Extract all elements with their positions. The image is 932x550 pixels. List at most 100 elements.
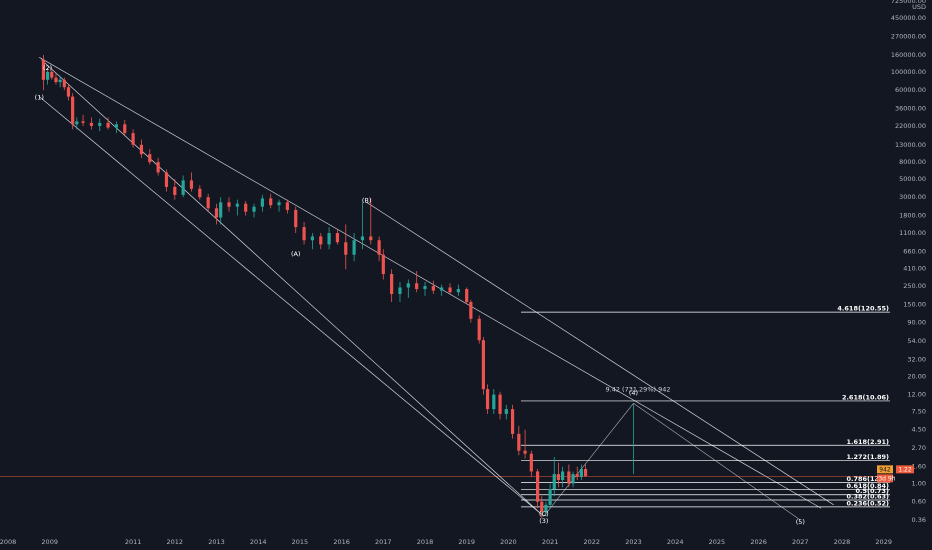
- candle-body[interactable]: [390, 274, 394, 295]
- y-tick-label: 22000.00: [895, 122, 926, 130]
- y-tick-label: 3000.00: [899, 193, 926, 201]
- candle-body[interactable]: [46, 71, 50, 80]
- candle-body[interactable]: [252, 206, 256, 212]
- candle-body[interactable]: [244, 203, 248, 212]
- candle-body[interactable]: [575, 474, 579, 477]
- candle-body[interactable]: [344, 242, 348, 255]
- candle-body[interactable]: [156, 162, 160, 173]
- candle-body[interactable]: [492, 394, 496, 410]
- candle-body[interactable]: [567, 471, 571, 484]
- candle-body[interactable]: [41, 59, 46, 80]
- x-tick-label: 2014: [250, 538, 267, 546]
- candle-body[interactable]: [219, 202, 223, 218]
- candle-body[interactable]: [415, 283, 419, 290]
- candle-body[interactable]: [406, 283, 410, 288]
- candle-body[interactable]: [327, 233, 331, 245]
- trend-line[interactable]: [366, 202, 834, 506]
- candle-body[interactable]: [377, 240, 381, 255]
- candle-body[interactable]: [81, 121, 85, 123]
- candle-body[interactable]: [561, 471, 565, 481]
- candle-body[interactable]: [89, 122, 93, 126]
- candle-body[interactable]: [448, 287, 452, 293]
- candle-body[interactable]: [75, 121, 79, 125]
- candle-body[interactable]: [469, 301, 473, 319]
- candle-body[interactable]: [269, 198, 273, 206]
- candle-body[interactable]: [310, 236, 315, 241]
- candle-body[interactable]: [106, 122, 110, 128]
- candle-body[interactable]: [319, 236, 323, 245]
- candle-body[interactable]: [139, 144, 144, 155]
- y-tick-label: 32.00: [907, 356, 926, 364]
- candle-body[interactable]: [131, 133, 135, 145]
- candle-body[interactable]: [498, 394, 502, 414]
- candle-body[interactable]: [552, 474, 556, 490]
- candle-body[interactable]: [148, 154, 152, 163]
- candle-body[interactable]: [58, 79, 62, 83]
- x-tick-label: 2015: [292, 538, 309, 546]
- candle-body[interactable]: [54, 77, 58, 83]
- trend-line[interactable]: [39, 57, 822, 509]
- candle-body[interactable]: [50, 71, 54, 78]
- candle-body[interactable]: [477, 318, 481, 341]
- candle-body[interactable]: [556, 474, 561, 481]
- candle-body[interactable]: [529, 453, 533, 472]
- candle-body[interactable]: [517, 433, 521, 451]
- candle-body[interactable]: [164, 172, 169, 187]
- candle-body[interactable]: [485, 389, 490, 410]
- candle-body[interactable]: [360, 236, 365, 241]
- countdown-badge: [877, 474, 893, 483]
- candle-body[interactable]: [456, 289, 460, 293]
- candle-body[interactable]: [206, 197, 210, 209]
- x-tick-label: 2012: [167, 538, 184, 546]
- candle-body[interactable]: [277, 202, 281, 206]
- candle-body[interactable]: [66, 87, 71, 97]
- x-tick-label: 2021: [542, 538, 559, 546]
- candle-body[interactable]: [294, 209, 298, 228]
- candle-body[interactable]: [114, 124, 119, 128]
- candle-body[interactable]: [423, 286, 427, 290]
- candle-body[interactable]: [302, 227, 306, 241]
- candle-body[interactable]: [523, 450, 527, 454]
- candle-body[interactable]: [352, 240, 356, 255]
- candle-body[interactable]: [189, 180, 194, 189]
- candle-body[interactable]: [173, 186, 177, 195]
- candle-body[interactable]: [571, 474, 575, 484]
- wave-label: (B): [362, 196, 372, 204]
- x-tick-label: 2023: [625, 538, 642, 546]
- candle-body[interactable]: [235, 203, 239, 207]
- candle-body[interactable]: [583, 468, 588, 477]
- candle-body[interactable]: [285, 202, 289, 210]
- candle-body[interactable]: [198, 188, 202, 198]
- candle-body[interactable]: [62, 79, 66, 88]
- candle-body[interactable]: [548, 489, 552, 505]
- candle-body[interactable]: [440, 287, 444, 291]
- candle-body[interactable]: [510, 409, 515, 434]
- candle-body[interactable]: [381, 254, 385, 275]
- wave-label: (4): [629, 389, 638, 397]
- candle-body[interactable]: [535, 471, 540, 502]
- candle-body[interactable]: [181, 180, 185, 195]
- candle-body[interactable]: [123, 124, 127, 134]
- candle-body[interactable]: [398, 287, 402, 295]
- trend-line[interactable]: [39, 96, 545, 517]
- candle-body[interactable]: [540, 501, 544, 513]
- candle-body[interactable]: [260, 198, 264, 207]
- candle-body[interactable]: [227, 202, 231, 207]
- candle-body[interactable]: [504, 409, 508, 414]
- candle-body[interactable]: [214, 208, 219, 218]
- candle-body[interactable]: [544, 504, 548, 513]
- projection-path[interactable]: [543, 402, 801, 521]
- y-tick-label: 250.00: [903, 282, 926, 290]
- candle-body[interactable]: [481, 340, 485, 390]
- candle-body[interactable]: [71, 96, 75, 125]
- fib-level-label: 0.786(1.03): [846, 475, 889, 483]
- wave-label: (5): [796, 518, 805, 526]
- trend-line[interactable]: [41, 59, 542, 515]
- candle-body[interactable]: [431, 286, 435, 291]
- candle-body[interactable]: [335, 233, 340, 243]
- candle-body[interactable]: [579, 468, 583, 477]
- candle-body[interactable]: [369, 236, 373, 241]
- candle-body[interactable]: [465, 289, 469, 302]
- candle-body[interactable]: [98, 122, 102, 126]
